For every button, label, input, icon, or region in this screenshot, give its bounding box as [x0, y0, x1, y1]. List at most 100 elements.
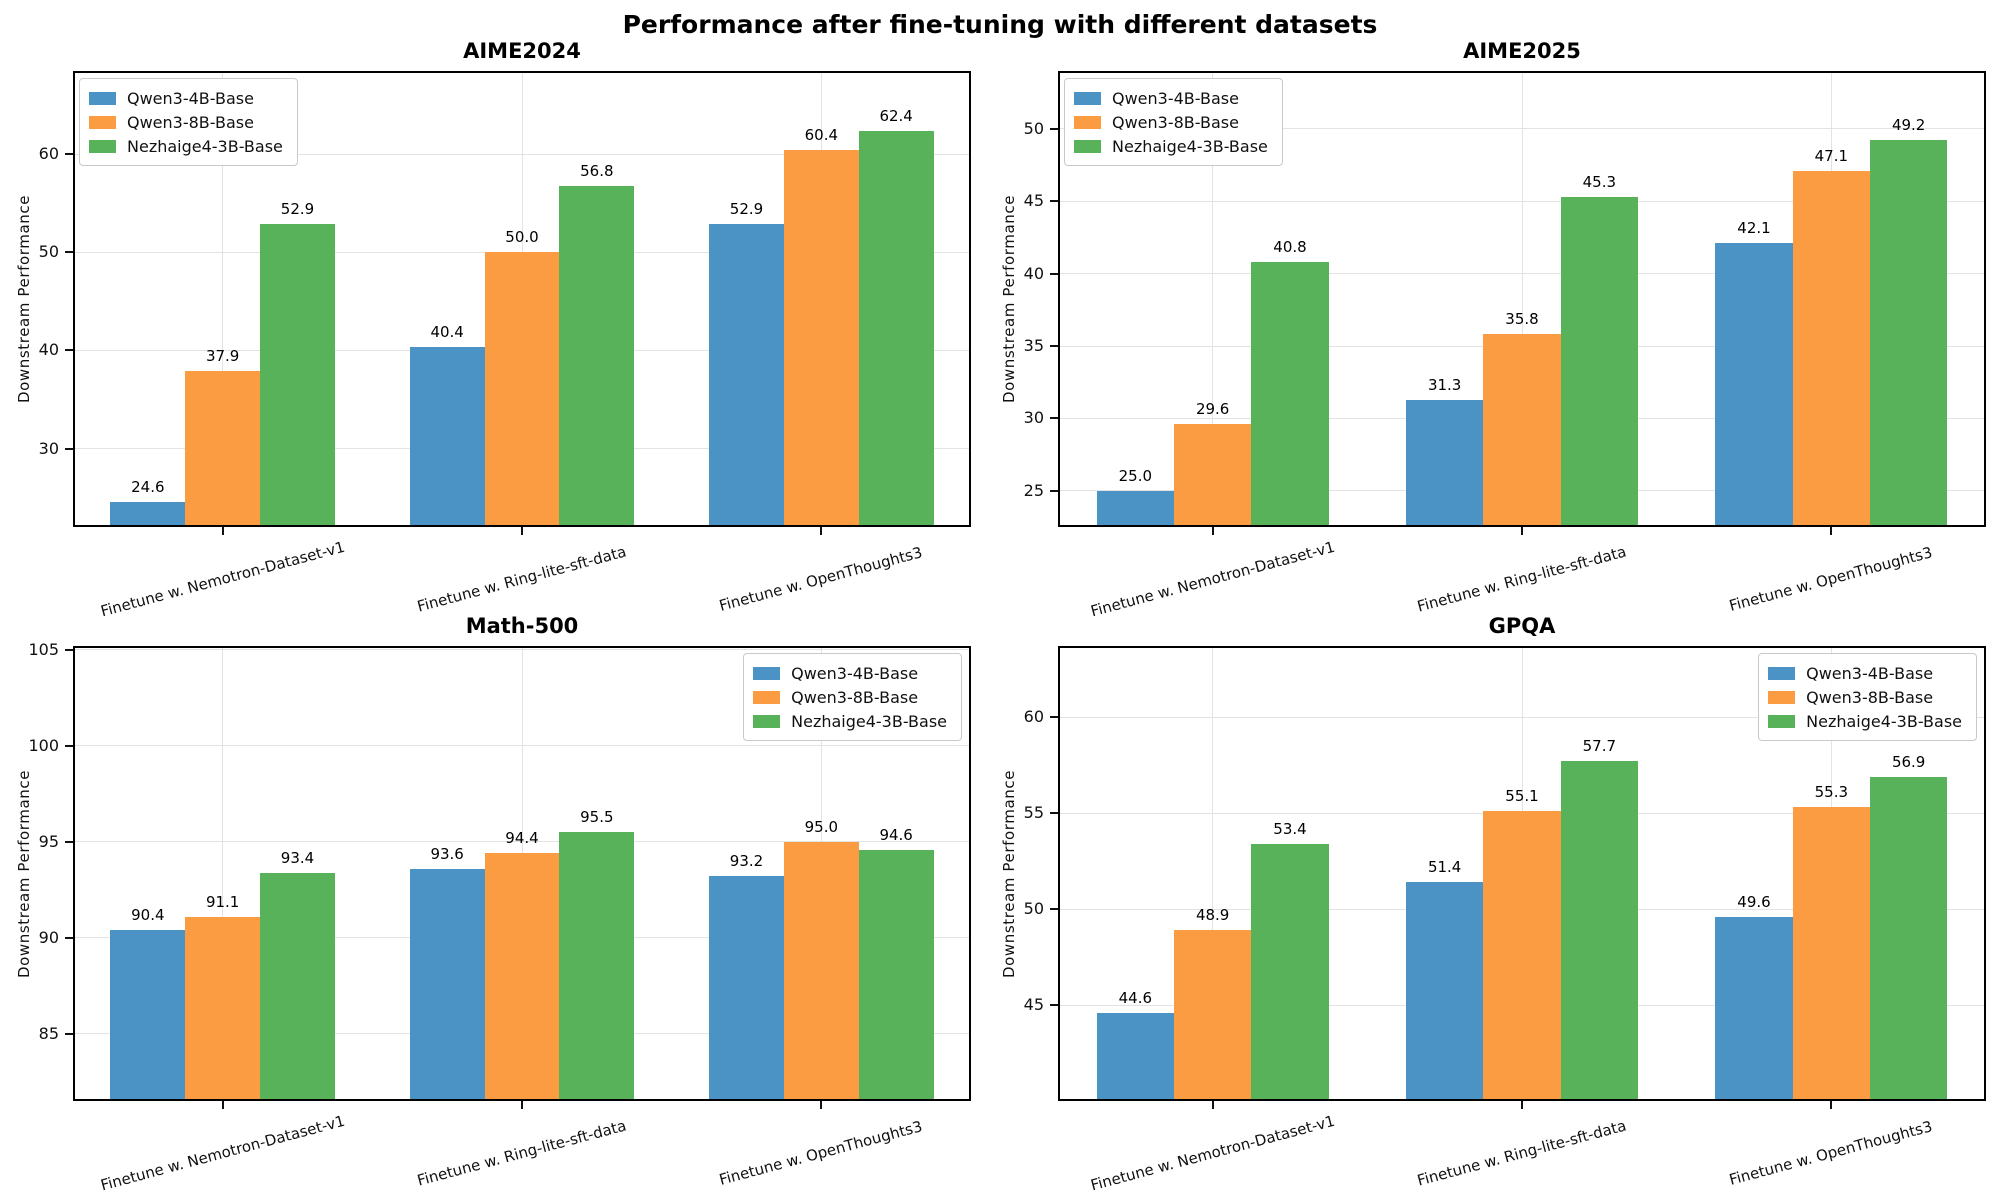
- x-tick-label: Finetune w. Ring-lite-sft-data: [1415, 1116, 1629, 1190]
- chart-title: GPQA: [1488, 614, 1556, 638]
- y-tick-label: 90: [38, 927, 59, 947]
- y-tick-mark: [65, 349, 73, 352]
- bar-value-label: 56.8: [580, 161, 614, 180]
- plot-area: 24.6 40.4 52.9 37.9 50.0 60.4 52.9 56.8 62.4 Qwen…: [73, 71, 971, 527]
- legend: Qwen3-4B-Base Qwen3-8B-Base Nezhaige4-3B-B…: [79, 78, 298, 166]
- bar-value-label: 31.3: [1427, 375, 1462, 394]
- figure-title: Performance after fine-tuning with diffe…: [622, 10, 1378, 39]
- bar-value-label: 45.3: [1582, 172, 1617, 191]
- y-tick-mark: [1050, 908, 1058, 911]
- bar: [1560, 196, 1638, 527]
- bar: [185, 371, 261, 527]
- bar-value-label: 95.5: [580, 808, 614, 827]
- bar: [260, 872, 335, 1101]
- bar-value-label: 56.9: [1891, 752, 1926, 771]
- y-tick-mark: [1050, 417, 1058, 420]
- y-tick-label: 60: [38, 144, 59, 164]
- bar-value-label: 53.4: [1273, 819, 1307, 838]
- bar-value-label: 48.9: [1195, 906, 1230, 925]
- gridline-x: [1212, 646, 1214, 1101]
- legend-item: Qwen3-8B-Base: [1768, 685, 1962, 709]
- bar: [1792, 807, 1870, 1101]
- x-tick-mark: [1830, 1101, 1833, 1109]
- legend-swatch: [89, 91, 116, 105]
- bar: [1096, 1012, 1174, 1101]
- bar: [1096, 490, 1174, 527]
- y-tick-mark: [65, 840, 73, 843]
- bar: [783, 150, 859, 527]
- bar-value-label: 93.4: [280, 848, 315, 867]
- bar: [185, 916, 261, 1101]
- bar: [559, 832, 635, 1101]
- y-tick-label: 60: [1023, 707, 1044, 727]
- legend-item: Qwen3-4B-Base: [89, 86, 283, 110]
- y-tick-label: 50: [1023, 118, 1044, 138]
- bar-value-label: 37.9: [205, 347, 240, 366]
- gridline-x: [1521, 71, 1523, 527]
- bar: [1406, 882, 1484, 1101]
- bar-value-label: 91.1: [205, 892, 240, 911]
- bar-value-label: 51.4: [1427, 858, 1462, 877]
- x-tick-label: Finetune w. Nemotron-Dataset-v1: [1088, 1111, 1337, 1195]
- bar: [260, 223, 335, 527]
- bar-value-label: 49.2: [1891, 116, 1926, 135]
- y-tick-label: 105: [28, 639, 59, 659]
- x-tick-mark: [1830, 527, 1833, 535]
- y-tick-label: 40: [38, 340, 59, 360]
- bar: [409, 346, 485, 527]
- bar-value-label: 93.6: [430, 844, 464, 863]
- bar: [1870, 776, 1948, 1101]
- chart-title: AIME2025: [1463, 39, 1581, 63]
- legend-swatch: [1074, 139, 1101, 153]
- legend-item: Qwen3-8B-Base: [1074, 110, 1268, 134]
- bar-value-label: 47.1: [1814, 146, 1849, 165]
- bar: [484, 252, 560, 527]
- legend-item: Qwen3-4B-Base: [753, 661, 947, 685]
- bar: [709, 223, 784, 527]
- legend-item-label: Nezhaige4-3B-Base: [127, 136, 283, 156]
- legend: Qwen3-4B-Base Qwen3-8B-Base Nezhaige4-3B-B…: [1064, 78, 1283, 166]
- legend-item-label: Nezhaige4-3B-Base: [1806, 711, 1962, 731]
- bar: [1251, 262, 1329, 527]
- legend-item-label: Qwen3-4B-Base: [1112, 88, 1239, 108]
- y-tick-mark: [1050, 200, 1058, 203]
- y-tick-label: 45: [1023, 191, 1044, 211]
- legend-swatch: [1074, 115, 1101, 129]
- y-tick-label: 95: [38, 831, 59, 851]
- legend-item: Qwen3-4B-Base: [1768, 661, 1962, 685]
- x-tick-mark: [221, 527, 224, 535]
- bar: [1870, 140, 1948, 527]
- x-tick-mark: [521, 527, 523, 535]
- bar-value-label: 62.4: [879, 106, 913, 125]
- bar-value-label: 52.9: [280, 199, 315, 218]
- bar-value-label: 60.4: [804, 126, 839, 145]
- x-tick-mark: [820, 527, 823, 535]
- y-tick-mark: [1050, 345, 1058, 348]
- bar: [559, 185, 635, 527]
- y-tick-mark: [1050, 812, 1058, 815]
- bar-value-label: 40.8: [1273, 238, 1307, 257]
- legend: Qwen3-4B-Base Qwen3-8B-Base Nezhaige4-3B-B…: [1758, 653, 1977, 741]
- bar-value-label: 25.0: [1118, 466, 1153, 485]
- legend-item-label: Qwen3-4B-Base: [127, 88, 254, 108]
- bar: [1174, 424, 1252, 527]
- bar-value-label: 94.4: [505, 829, 539, 848]
- y-tick-mark: [65, 251, 73, 254]
- x-tick-label: Finetune w. OpenThoughts3: [1727, 1117, 1935, 1189]
- bar: [409, 868, 485, 1101]
- legend-swatch: [1768, 714, 1796, 728]
- bar-value-label: 44.6: [1118, 988, 1153, 1007]
- y-tick-mark: [65, 1032, 73, 1035]
- bar-value-label: 49.6: [1737, 892, 1771, 911]
- bar: [110, 930, 186, 1101]
- legend-swatch: [89, 115, 116, 129]
- legend-item: Nezhaige4-3B-Base: [753, 709, 947, 733]
- bar: [484, 853, 560, 1101]
- plot-area: 44.6 51.4 49.6 48.9 55.1 55.3 53.4 57.7 56.9 Qwen…: [1058, 646, 1986, 1101]
- y-axis-label: Downstream Performance: [1000, 769, 1018, 978]
- chart-title: AIME2024: [463, 39, 581, 63]
- y-tick-label: 50: [1023, 899, 1044, 919]
- legend-swatch: [1768, 690, 1796, 704]
